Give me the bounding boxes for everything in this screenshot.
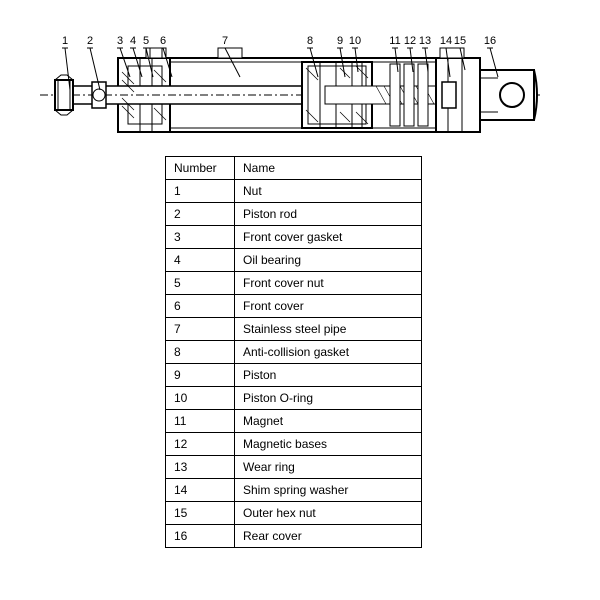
part-name: Front cover (235, 295, 422, 318)
part-number: 5 (166, 272, 235, 295)
part-number: 14 (166, 479, 235, 502)
part-number: 8 (166, 341, 235, 364)
callout-label: 14 (440, 35, 452, 47)
cylinder-diagram: 12345678910111213141516 (0, 0, 600, 155)
table-row: 9Piston (166, 364, 422, 387)
table-row: 7Stainless steel pipe (166, 318, 422, 341)
part-name: Shim spring washer (235, 479, 422, 502)
part-name: Rear cover (235, 525, 422, 548)
table-row: 14Shim spring washer (166, 479, 422, 502)
part-name: Outer hex nut (235, 502, 422, 525)
header-number: Number (166, 157, 235, 180)
part-number: 1 (166, 180, 235, 203)
callout-label: 4 (130, 35, 136, 47)
table-row: 15Outer hex nut (166, 502, 422, 525)
table-row: 1Nut (166, 180, 422, 203)
callout-label: 2 (87, 35, 93, 47)
part-number: 16 (166, 525, 235, 548)
callout-label: 6 (160, 35, 166, 47)
table-row: 10Piston O-ring (166, 387, 422, 410)
part-name: Magnet (235, 410, 422, 433)
part-number: 7 (166, 318, 235, 341)
callout-label: 11 (389, 35, 400, 47)
table-row: 3Front cover gasket (166, 226, 422, 249)
part-name: Front cover gasket (235, 226, 422, 249)
parts-table: Number Name 1Nut2Piston rod3Front cover … (165, 156, 422, 548)
callout-label: 13 (419, 35, 431, 47)
callout-label: 12 (404, 35, 416, 47)
part-name: Magnetic bases (235, 433, 422, 456)
callout-label: 5 (143, 35, 149, 47)
part-name: Stainless steel pipe (235, 318, 422, 341)
part-number: 11 (166, 410, 235, 433)
part-name: Nut (235, 180, 422, 203)
header-name: Name (235, 157, 422, 180)
table-row: 16Rear cover (166, 525, 422, 548)
part-name: Anti-collision gasket (235, 341, 422, 364)
table-row: 13Wear ring (166, 456, 422, 479)
part-name: Wear ring (235, 456, 422, 479)
callout-label: 1 (62, 35, 68, 47)
part-name: Piston rod (235, 203, 422, 226)
part-name: Piston (235, 364, 422, 387)
table-row: 6Front cover (166, 295, 422, 318)
callout-label: 10 (349, 35, 361, 47)
part-number: 13 (166, 456, 235, 479)
callout-label: 9 (337, 35, 343, 47)
part-number: 9 (166, 364, 235, 387)
part-number: 4 (166, 249, 235, 272)
part-number: 6 (166, 295, 235, 318)
table-row: 11Magnet (166, 410, 422, 433)
part-name: Front cover nut (235, 272, 422, 295)
table-row: 5Front cover nut (166, 272, 422, 295)
part-name: Piston O-ring (235, 387, 422, 410)
callout-label: 15 (454, 35, 466, 47)
table-row: 4Oil bearing (166, 249, 422, 272)
callout-label: 7 (222, 35, 228, 47)
callout-label: 8 (307, 35, 313, 47)
part-number: 3 (166, 226, 235, 249)
table-row: 8Anti-collision gasket (166, 341, 422, 364)
part-number: 2 (166, 203, 235, 226)
table-row: 2Piston rod (166, 203, 422, 226)
part-number: 10 (166, 387, 235, 410)
part-number: 12 (166, 433, 235, 456)
callout-label: 3 (117, 35, 123, 47)
callout-label: 16 (484, 35, 496, 47)
part-number: 15 (166, 502, 235, 525)
part-name: Oil bearing (235, 249, 422, 272)
table-row: 12Magnetic bases (166, 433, 422, 456)
